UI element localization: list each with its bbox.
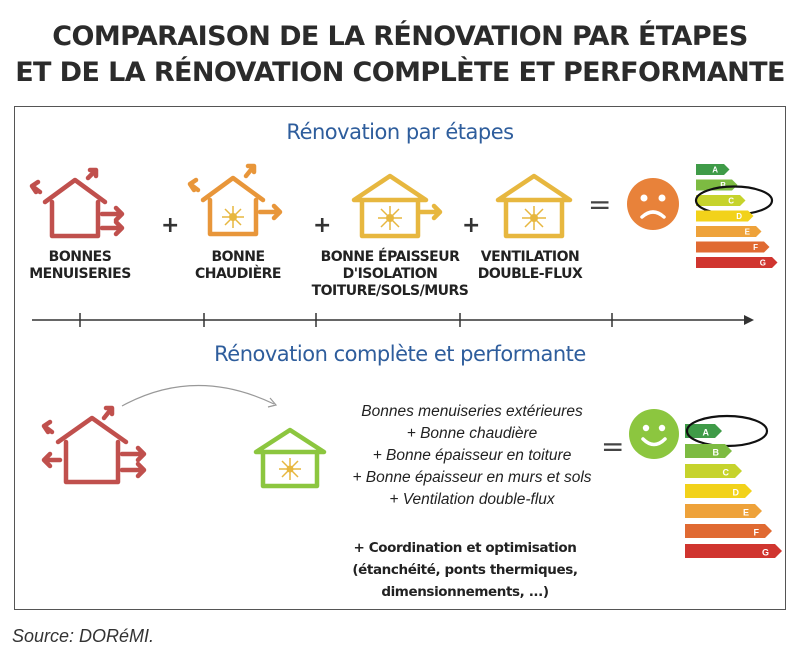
energy-class-bar-a — [696, 164, 730, 175]
energy-class-bar-b — [685, 444, 732, 458]
plus-sign-3: + — [462, 213, 481, 238]
energy-class-letter-e: E — [743, 508, 749, 518]
energy-class-bar-g — [685, 544, 782, 558]
step-label-windows: BONNES MENUISERIES — [29, 249, 131, 282]
energy-class-bar-f — [696, 241, 770, 253]
energy-class-letter-e: E — [745, 228, 751, 237]
energy-class-bar-g — [696, 257, 778, 268]
energy-class-letter-g: G — [762, 548, 769, 558]
energy-class-letter-g: G — [760, 259, 766, 268]
step-label-insulation: BONNE ÉPAISSEUR D'ISOLATION TOITURE/SOLS/M… — [311, 249, 469, 299]
coordination-line-2: (étanchéité, ponts thermiques, — [352, 562, 578, 578]
comparison-frame — [14, 106, 786, 610]
energy-class-letter-d: D — [733, 488, 740, 498]
house-windows-icon — [29, 167, 125, 239]
energy-class-letter-a: A — [712, 166, 718, 175]
energy-class-bar-e — [685, 504, 762, 518]
list-item-5: + Ventilation double-flux — [389, 491, 555, 508]
page-title-line-1: COMPARAISON DE LA RÉNOVATION PAR ÉTAPES — [52, 21, 748, 52]
coordination-line-3: dimensionnements, ...) — [381, 584, 549, 600]
energy-class-letter-d: D — [736, 212, 742, 221]
coordination-line-1: + Coordination et optimisation — [353, 540, 577, 556]
energy-class-bar-c — [685, 464, 742, 478]
list-item-1: Bonnes menuiseries extérieures — [361, 403, 583, 420]
transformation-arrow — [121, 384, 278, 408]
happy-face-icon — [629, 409, 679, 459]
energy-class-letter-f: F — [754, 528, 760, 538]
energy-class-letter-a: A — [703, 428, 710, 438]
list-item-4: + Bonne épaisseur en murs et sols — [352, 469, 592, 486]
step-label-ventilation: VENTILATION DOUBLE-FLUX — [477, 249, 583, 282]
list-item-2: + Bonne chaudière — [406, 425, 538, 442]
energy-class-bar-c — [696, 195, 746, 206]
house-insulation-icon — [351, 173, 443, 239]
energy-class-letter-b: B — [713, 448, 720, 458]
house-after-icon — [253, 427, 327, 489]
energy-class-bar-f — [685, 524, 772, 538]
equals-sign-complete: = — [601, 430, 625, 463]
house-boiler-icon — [187, 163, 283, 237]
sad-face-icon — [627, 178, 679, 230]
complete-heading: Rénovation complète et performante — [214, 342, 586, 366]
energy-class-bar-d — [685, 484, 752, 498]
source-caption: Source: DORéMI. — [12, 626, 155, 646]
energy-class-bar-e — [696, 226, 762, 237]
equals-sign-steps: = — [588, 188, 612, 221]
house-ventilation-icon — [495, 173, 573, 239]
plus-sign-2: + — [313, 213, 332, 238]
plus-sign-1: + — [161, 213, 180, 238]
timeline-arrow — [32, 313, 754, 327]
energy-class-letter-c: C — [728, 197, 734, 206]
list-item-3: + Bonne épaisseur en toiture — [372, 447, 572, 464]
energy-class-letter-f: F — [753, 243, 758, 252]
house-before-icon — [41, 405, 147, 485]
energy-class-bar-d — [696, 210, 754, 222]
steps-heading: Rénovation par étapes — [286, 120, 514, 144]
page-title-line-2: ET DE LA RÉNOVATION COMPLÈTE ET PERFORMA… — [15, 57, 785, 88]
energy-class-letter-c: C — [723, 468, 730, 478]
energy-class-bar-a — [685, 424, 722, 438]
step-label-boiler: BONNE CHAUDIÈRE — [194, 249, 282, 282]
energy-class-letter-b: B — [720, 181, 726, 190]
